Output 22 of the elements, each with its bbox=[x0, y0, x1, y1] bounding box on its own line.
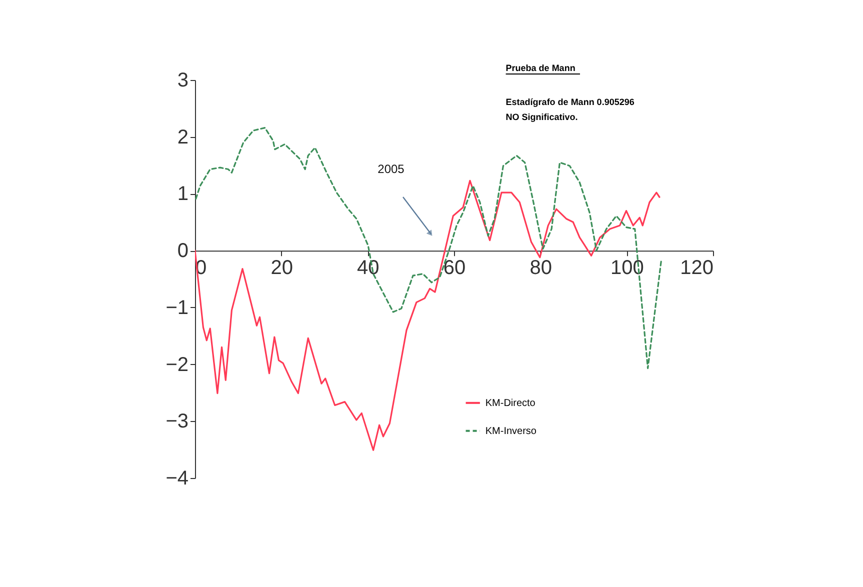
x-tick-label: 20 bbox=[270, 257, 293, 280]
y-tick-label: −1 bbox=[166, 296, 188, 319]
x-tick-label: 40 bbox=[357, 257, 380, 280]
x-tick-label: 120 bbox=[680, 257, 714, 280]
legend-label: KM-Inverso bbox=[485, 426, 537, 437]
y-tick-label: 0 bbox=[177, 240, 188, 262]
annotation: Estadígrafo de Mann 0.905296 bbox=[506, 97, 634, 107]
legend-label: KM-Directo bbox=[485, 398, 536, 409]
annotation: 2005 bbox=[378, 162, 405, 176]
y-tick-label: −2 bbox=[166, 354, 188, 376]
x-tick-label: 100 bbox=[610, 257, 644, 280]
text: Prueba de Mann bbox=[506, 63, 576, 73]
y-tick-label: 1 bbox=[177, 183, 188, 206]
annotation: NO Significativo. bbox=[506, 112, 578, 122]
x-tick-label: 80 bbox=[530, 257, 552, 280]
line-series bbox=[195, 126, 662, 370]
y-tick-label: −3 bbox=[166, 410, 188, 433]
y-tick-label: 2 bbox=[177, 126, 188, 148]
x-tick-label: 60 bbox=[443, 257, 466, 280]
y-tick-label: 3 bbox=[177, 70, 188, 92]
line-series bbox=[195, 180, 660, 451]
y-tick-label: −4 bbox=[166, 468, 188, 490]
